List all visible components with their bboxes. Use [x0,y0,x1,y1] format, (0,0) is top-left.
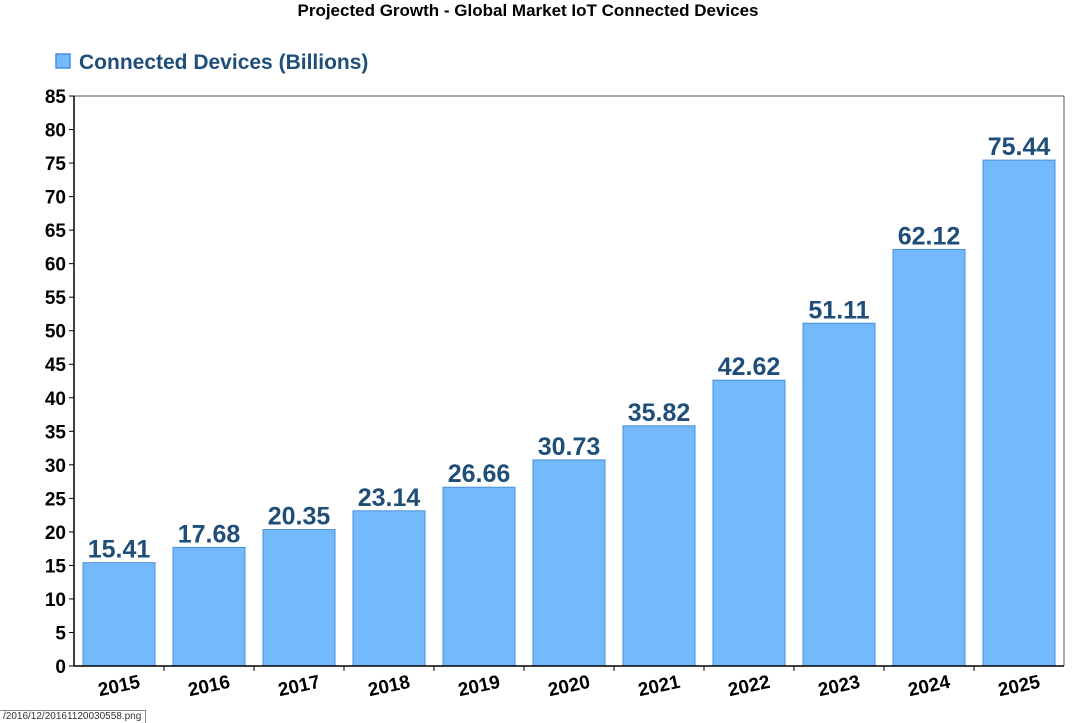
y-tick-label: 35 [45,422,67,443]
x-tick-label-2015: 2015 [96,672,142,701]
x-tick-label-2021: 2021 [636,672,682,701]
x-tick-label-2025: 2025 [996,672,1042,701]
bar-2015 [82,562,156,667]
legend-swatch [55,53,71,69]
bar-2023 [802,322,876,667]
data-label-2016: 17.68 [178,520,241,548]
bar-2021 [622,425,696,667]
bar-2020 [532,459,606,667]
x-tick-label-2018: 2018 [366,672,412,701]
bar-2016 [172,546,246,667]
y-tick-label: 20 [45,523,66,544]
y-tick-label: 15 [45,556,67,577]
y-tick-label: 10 [45,590,66,611]
y-tick-label: 75 [45,154,67,175]
data-label-2017: 20.35 [268,503,331,531]
data-label-2024: 62.12 [898,222,961,250]
x-tick-label-2016: 2016 [186,672,232,701]
bar-2025 [982,159,1056,667]
data-label-2015: 15.41 [88,536,151,564]
y-tick-label: 0 [55,657,66,678]
y-tick-label: 25 [45,489,67,510]
y-tick-label: 55 [45,288,67,309]
bar-2018 [352,510,426,667]
plot-frame [74,95,1065,666]
x-tick-label-2017: 2017 [276,672,322,701]
bar-2024 [892,248,966,667]
data-label-2025: 75.44 [988,133,1051,161]
y-tick-label: 70 [45,188,66,209]
value-labels-group: 15.41 17.68 20.35 23.14 26.66 30.73 35.82 42.62… [88,133,1051,564]
data-label-2021: 35.82 [628,399,691,427]
x-axis-ticks: 2015 2016 2017 2018 2019 2020 2021 2022 2023 2024… [96,666,1042,701]
chart-title: Projected Growth - Global Market IoT Con… [298,1,759,20]
bars-group [82,159,1056,667]
bar-2017 [262,529,336,667]
data-label-2023: 51.11 [808,296,869,324]
data-label-2019: 26.66 [448,460,511,488]
x-tick-label-2022: 2022 [726,672,772,701]
x-tick-label-2019: 2019 [456,672,502,701]
y-tick-label: 85 [45,87,67,108]
y-tick-label: 5 [55,623,66,644]
y-tick-label: 80 [45,121,66,142]
x-tick-label-2024: 2024 [906,672,952,701]
y-tick-label: 50 [45,322,66,343]
data-label-2020: 30.73 [538,433,601,461]
data-label-2018: 23.14 [358,484,421,512]
y-tick-label: 60 [45,255,66,276]
y-tick-label: 65 [45,221,67,242]
y-axis-ticks: 0 5 10 15 20 25 30 35 40 45 50 55 60 65 70 75 80 85 [45,87,74,678]
legend: Connected Devices (Billions) [55,51,368,74]
legend-label: Connected Devices (Billions) [79,51,368,74]
x-tick-label-2020: 2020 [546,672,592,701]
y-tick-label: 40 [45,389,66,410]
y-tick-label: 30 [45,456,66,477]
bar-2019 [442,486,516,667]
y-tick-label: 45 [45,355,67,376]
data-label-2022: 42.62 [718,353,781,381]
bar-2022 [712,379,786,667]
x-tick-label-2023: 2023 [816,672,862,701]
